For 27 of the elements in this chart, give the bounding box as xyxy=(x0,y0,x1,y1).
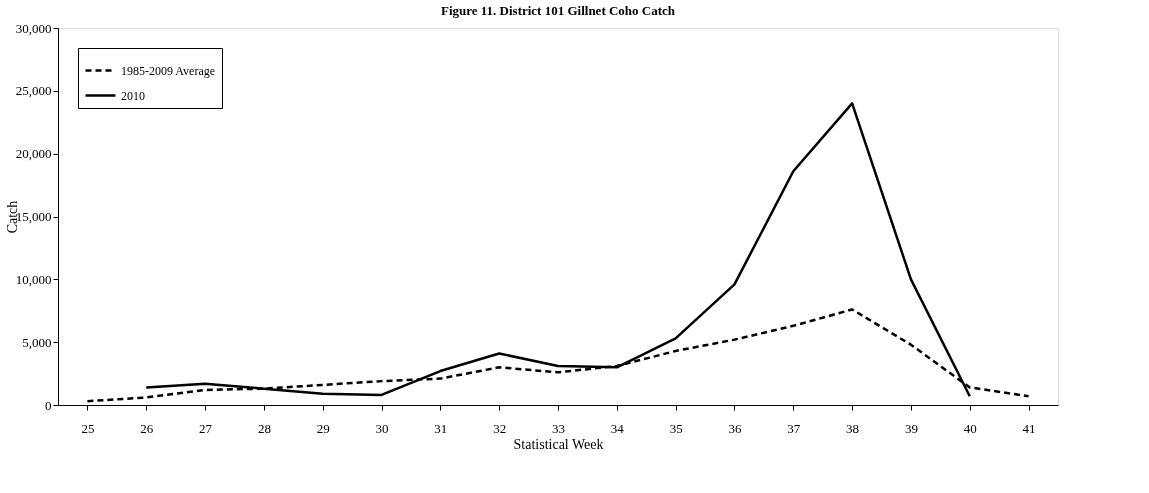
x-tick-label: 36 xyxy=(728,420,742,436)
chart-title: Figure 11. District 101 Gillnet Coho Catch xyxy=(440,3,676,18)
x-tick-label: 25 xyxy=(81,420,95,436)
x-tick-label: 37 xyxy=(787,420,801,436)
y-tick-label: 25,000 xyxy=(15,83,52,99)
x-tick-label: 27 xyxy=(199,420,213,436)
x-tick-label: 28 xyxy=(257,420,271,436)
x-axis-title: Statistical Week xyxy=(513,436,604,452)
x-tick-label: 32 xyxy=(493,420,507,436)
y-tick-label: 30,000 xyxy=(15,20,52,36)
x-tick-label: 31 xyxy=(434,420,448,436)
legend-label: 2010 xyxy=(121,88,145,103)
x-tick-label: 33 xyxy=(552,420,565,436)
y-tick-label: 5,000 xyxy=(22,334,52,350)
x-tick-label: 39 xyxy=(904,420,918,436)
legend-label: 1985-2009 Average xyxy=(121,63,216,78)
y-tick-label: 0 xyxy=(45,397,52,413)
x-tick-label: 30 xyxy=(375,420,389,436)
x-tick-label: 38 xyxy=(846,420,860,436)
x-tick-label: 40 xyxy=(963,420,977,436)
x-tick-label: 35 xyxy=(669,420,683,436)
y-tick-label: 20,000 xyxy=(15,146,52,162)
x-tick-label: 34 xyxy=(610,420,625,436)
y-tick-label: 10,000 xyxy=(15,271,52,287)
x-tick-label: 26 xyxy=(140,420,154,436)
x-tick-label: 41 xyxy=(1022,420,1036,436)
x-tick-label: 29 xyxy=(316,420,330,436)
